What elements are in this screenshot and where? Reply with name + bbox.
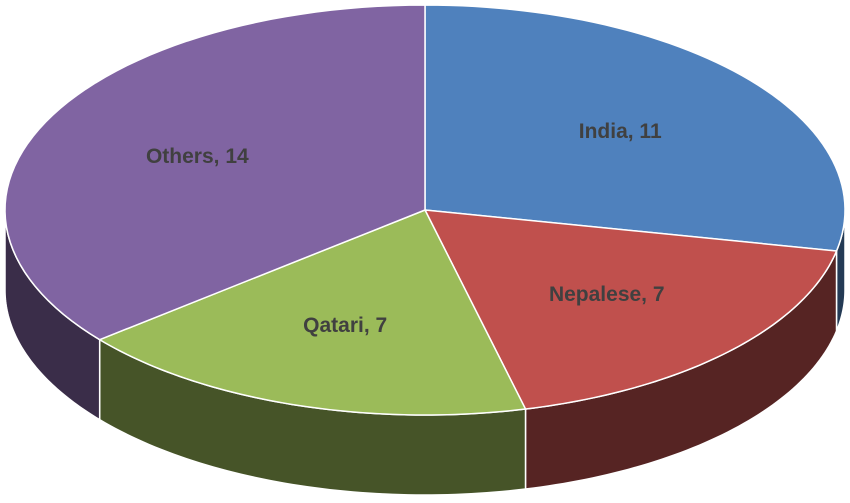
- data-label: Others, 14: [146, 145, 249, 168]
- data-label: Qatari, 7: [303, 314, 387, 337]
- pie-slice: [4, 4, 426, 341]
- data-label: India, 11: [579, 120, 662, 143]
- pie-slice: [423, 209, 838, 410]
- pie-slice: [97, 209, 527, 416]
- data-label: Nepalese, 7: [549, 283, 665, 306]
- pie-slice: [424, 4, 846, 252]
